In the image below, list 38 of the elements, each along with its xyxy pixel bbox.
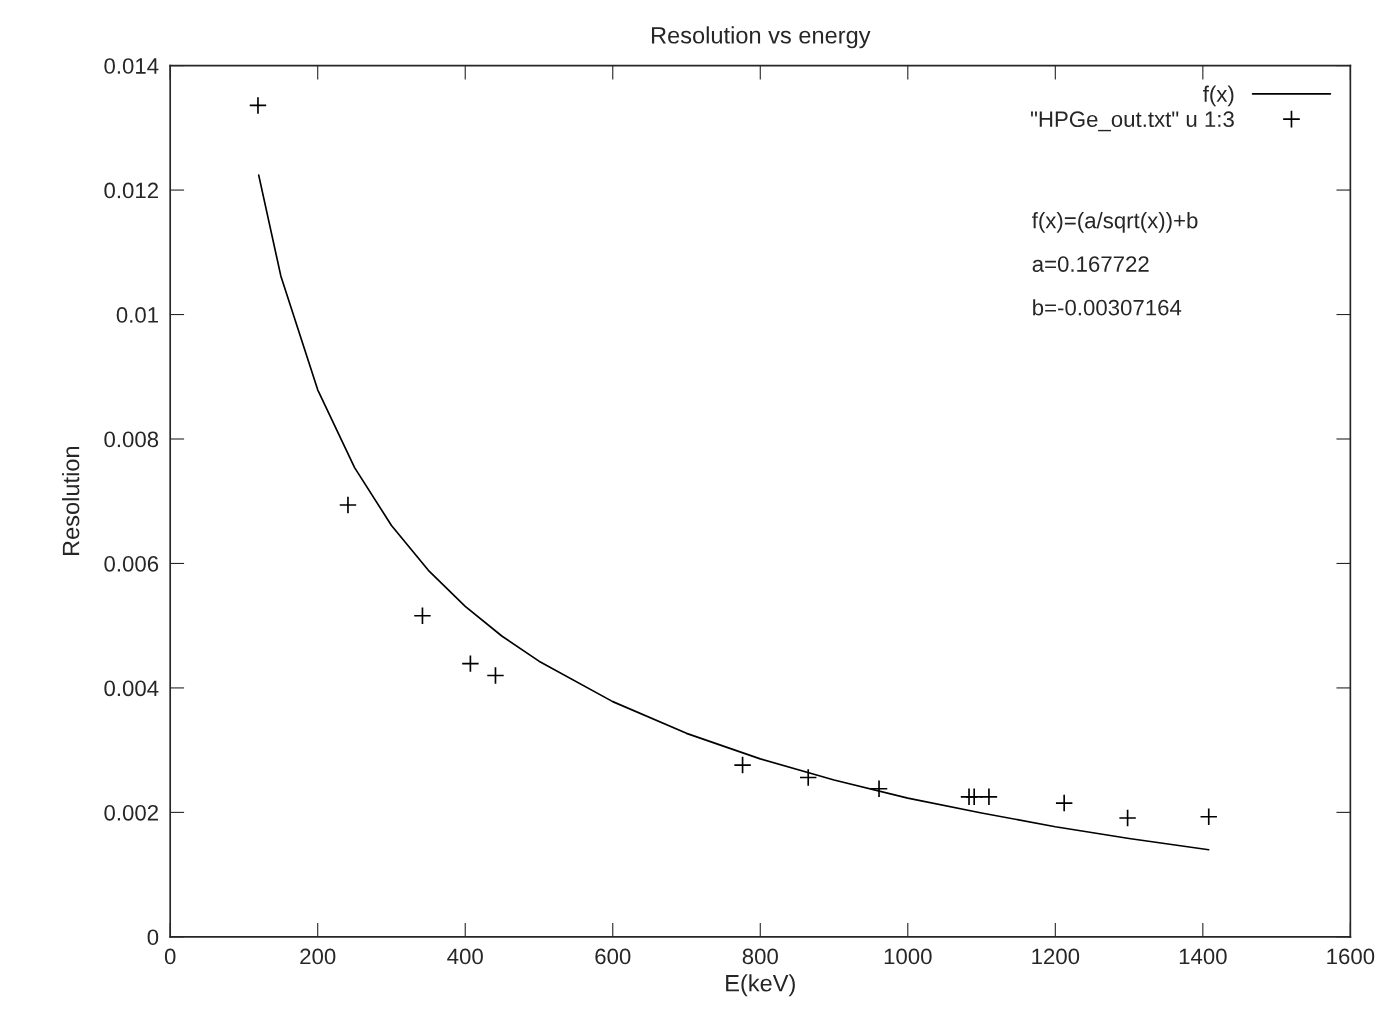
- point: [979, 787, 998, 806]
- x-tick-label: 200: [300, 948, 336, 965]
- x-tick-label: 1600: [1327, 948, 1375, 965]
- y-tick-label: 0.012: [104, 182, 158, 199]
- y-tick-label: 0.004: [104, 680, 159, 697]
- legend-label: f(x): [1203, 85, 1234, 107]
- point: [1055, 793, 1074, 813]
- annotation: b=-0.00307164: [1033, 299, 1182, 316]
- point: [733, 756, 752, 775]
- point: [1199, 807, 1218, 826]
- x-tick-label: 1400: [1179, 948, 1227, 965]
- y-tick-label: 0.002: [104, 804, 158, 821]
- chart-title: Resolution vs energy: [651, 26, 871, 49]
- y-tick-label: 0.014: [104, 58, 159, 74]
- point: [1118, 808, 1137, 828]
- annotation: a=0.167722: [1032, 256, 1149, 272]
- y-tick-label: 0.008: [104, 431, 159, 448]
- point: [413, 606, 432, 625]
- point: [461, 654, 480, 673]
- y-tick-label: 0: [147, 929, 159, 946]
- x-tick-label: 400: [447, 948, 483, 965]
- x-tick-label: 0: [164, 948, 176, 965]
- point: [869, 779, 889, 798]
- y-tick-label: 0.006: [104, 555, 159, 572]
- x-axis-title: E(keV): [726, 974, 795, 997]
- x-tick-label: 1000: [884, 948, 932, 965]
- line-series: [257, 174, 1210, 851]
- point: [486, 666, 505, 685]
- x-tick-label: 1200: [1032, 948, 1080, 965]
- y-axis-title: Resolution: [62, 446, 80, 556]
- point: [338, 495, 358, 515]
- x-tick-label: 600: [595, 948, 631, 965]
- point: [799, 768, 818, 787]
- point: [248, 96, 268, 115]
- x-tick-label: 800: [742, 948, 778, 965]
- annotation: f(x)=(a/sqrt(x))+b: [1032, 212, 1198, 233]
- legend-label: "HPGe_out.txt" u 1:3: [1030, 111, 1234, 132]
- y-tick-label: 0.01: [116, 307, 158, 323]
